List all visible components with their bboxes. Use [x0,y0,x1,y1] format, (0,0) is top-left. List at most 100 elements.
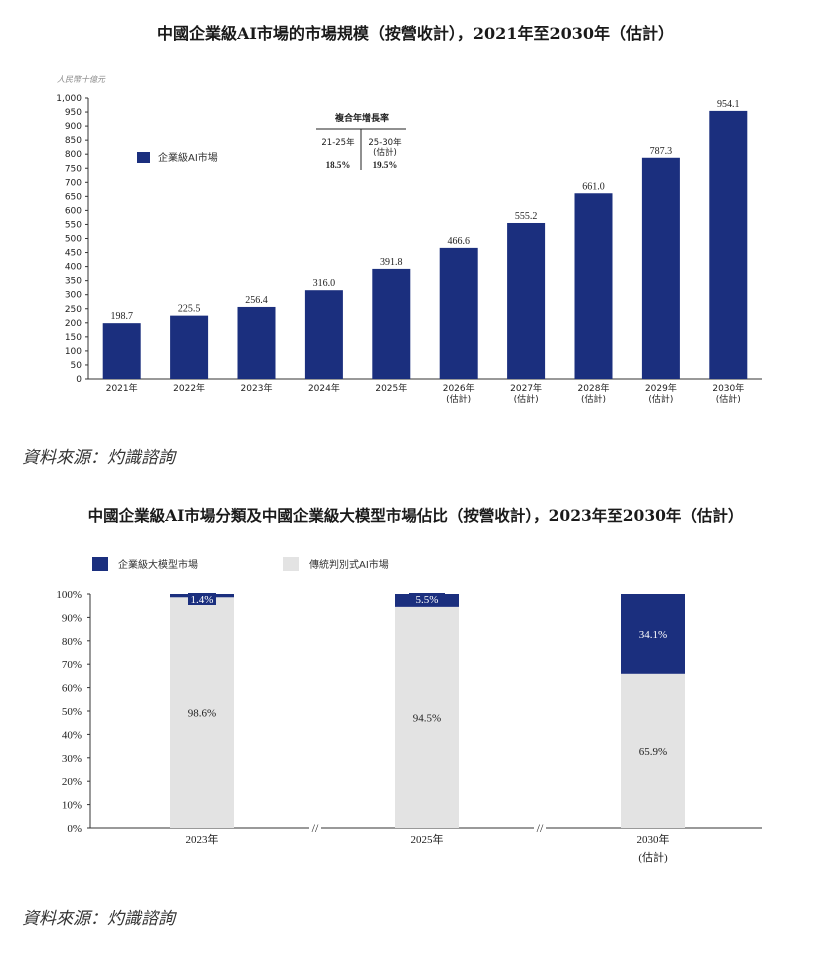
x-tick-label: 2030年 [712,382,744,394]
data-label-traditional: 98.6% [188,708,216,720]
x-tick-label: 2025年 [375,382,407,394]
x-tick-label: 2029年 [645,382,677,394]
y-tick-label: 30% [62,753,82,765]
y-tick-label: 300 [65,291,82,301]
y-tick-label: 100 [65,347,82,357]
data-label-llm: 5.5% [416,594,439,606]
x-tick-label: 2030年 [637,832,670,846]
y-tick-label: 40% [62,729,82,741]
y-tick-label: 50 [71,361,83,371]
cagr-value: 18.5% [326,160,351,170]
x-tick-label: 2023年 [186,832,219,846]
cagr-period: 25-30年 [368,137,402,148]
data-label: 316.0 [313,278,336,289]
data-label: 225.5 [178,304,201,315]
bar [102,323,141,379]
data-label-llm: 1.4% [191,594,214,606]
cagr-title: 複合年增長率 [334,112,389,124]
bar [574,193,613,379]
y-tick-label: 100% [56,589,82,601]
chart2-title: 中國企業級AI市場分類及中國企業級大模型市場佔比（按營收計），2023年至203… [87,506,744,525]
data-label-llm-group: 1.4% [188,593,216,606]
y-tick-label: 250 [65,305,82,315]
bar [709,110,748,380]
bar-traditional [395,606,459,828]
bar-traditional [621,673,685,828]
bar [170,315,209,379]
data-label: 198.7 [110,311,133,322]
bar [372,268,411,379]
data-label: 787.3 [650,146,673,157]
y-tick-label: 20% [62,776,82,788]
x-tick-label: 2024年 [308,382,340,394]
y-tick-label: 60% [62,683,82,695]
cagr-period-note: (估計) [373,147,397,158]
x-tick-label: 2022年 [173,382,205,394]
x-tick-note: (估計) [648,393,673,405]
chart1-source: 資料來源：灼識諮詢 [22,448,175,468]
y-tick-label: 900 [65,122,82,132]
data-label-traditional: 94.5% [413,712,441,724]
x-tick-label: 2025年 [411,832,444,846]
y-tick-label: 950 [65,108,82,118]
x-tick-note: (估計) [638,850,668,864]
x-tick-note: (估計) [581,393,606,405]
bar [641,157,680,379]
market-size-chart: 人民幣十億元 0 50 100 150 200 250 300 350 400 450 500 550 6… [56,75,762,405]
y-tick-label: 750 [65,164,82,174]
data-label: 954.1 [717,99,740,110]
y-tick-label: 700 [65,178,82,188]
y-tick-label: 50% [62,706,82,718]
y-tick-label: 350 [65,277,82,287]
x-tick-note: (估計) [446,393,471,405]
legend-label: 企業級AI市場 [158,151,218,164]
y-tick-label: 500 [65,235,82,245]
x-tick-label: 2026年 [443,382,475,394]
data-label: 256.4 [245,295,268,306]
chart1-title: 中國企業級AI市場的市場規模（按營收計），2021年至2030年（估計） [157,24,674,43]
x-tick-note: (估計) [514,393,539,405]
y-tick-label: 600 [65,206,82,216]
axis-break-gap [309,824,321,832]
data-label-llm-box [409,593,445,605]
axis-break: // [537,821,544,835]
data-label: 391.8 [380,257,403,268]
cagr-period: 21-25年 [321,137,355,148]
x-tick-label: 2021年 [106,382,138,394]
axis-break-gap [534,824,546,832]
y-tick-label: 70% [62,659,82,671]
data-label: 466.6 [447,236,470,247]
data-label: 661.0 [582,181,605,192]
y-tick-label: 450 [65,249,82,259]
x-tick-label: 2028年 [578,382,610,394]
data-label-llm: 34.1% [639,629,667,641]
data-label: 555.2 [515,211,538,222]
data-label-llm-group: 5.5% [409,593,445,606]
y-tick-label: 650 [65,192,82,202]
x-tick-label: 2023年 [241,382,273,394]
unit-label: 人民幣十億元 [57,75,106,84]
bar [507,222,546,379]
x-tick-label: 2027年 [510,382,542,394]
bar [304,290,343,379]
y-tick-label: 80% [62,636,82,648]
data-label-llm-box [188,593,216,605]
legend-swatch-traditional [283,557,299,571]
y-tick-label: 850 [65,136,82,146]
y-tick-label: 150 [65,333,82,343]
y-tick-label: 0% [67,823,82,835]
y-tick-label: 90% [62,612,82,624]
cagr-value: 19.5% [373,160,398,170]
y-tick-label: 10% [62,800,82,812]
y-tick-label: 400 [65,263,82,273]
y-tick-label: 200 [65,319,82,329]
bar-traditional [170,597,234,828]
legend-swatch-llm [92,557,108,571]
bar [237,306,276,379]
data-label-traditional: 65.9% [639,746,667,758]
legend-label-llm: 企業級大模型市場 [118,558,198,571]
y-tick-label: 550 [65,220,82,230]
y-tick-label: 800 [65,150,82,160]
y-tick-label: 1,000 [56,94,82,104]
y-tick-label: 0 [76,375,82,385]
